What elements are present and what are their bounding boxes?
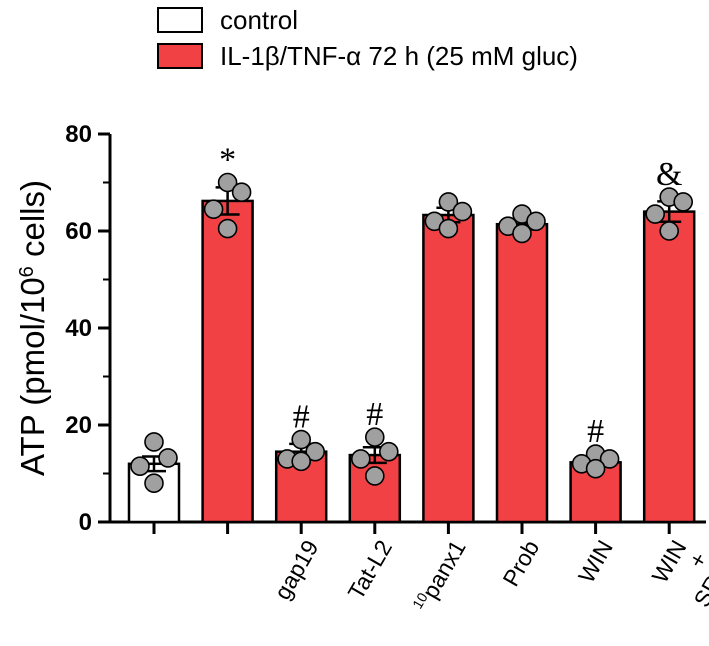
legend-swatch (157, 7, 203, 33)
data-point (144, 473, 164, 494)
data-point (585, 458, 606, 479)
y-tick-label: 20 (65, 412, 92, 439)
data-point (217, 172, 238, 193)
x-category-label: Prob (497, 536, 544, 591)
legend-label: IL-1β/TNF-α 72 h (25 mM gluc) (220, 41, 578, 71)
data-point (526, 211, 546, 232)
significance-mark: # (587, 413, 604, 450)
legend-swatch (157, 43, 203, 69)
x-category-labels: gap19 Tat-L2 10panx1 Prob WIN WIN+SR1 (269, 536, 709, 617)
significance-mark: * (219, 142, 236, 179)
data-point (305, 441, 326, 462)
y-tick-label: 60 (65, 218, 92, 245)
x-category-label: Tat-L2 (343, 536, 397, 604)
x-category-label: 10panx1 (409, 536, 471, 617)
bar (422, 213, 475, 524)
data-point (512, 223, 532, 244)
significance-mark: & (656, 156, 682, 193)
data-point (378, 441, 399, 462)
significance-mark: # (366, 396, 383, 433)
data-point (438, 192, 459, 212)
data-point (452, 201, 473, 222)
data-point (158, 448, 178, 468)
data-point (599, 449, 620, 469)
bar (201, 199, 254, 524)
data-point (217, 218, 238, 239)
data-point (130, 456, 150, 477)
x-category-label: WIN (573, 536, 618, 588)
y-tick-label: 0 (79, 509, 92, 536)
y-axis-label: ATP (pmol/106 cells) (14, 180, 51, 476)
bar (642, 210, 696, 524)
y-axis-title: ATP (pmol/106 cells) (14, 180, 51, 476)
data-point (350, 449, 371, 469)
data-point (364, 427, 385, 447)
data-point (645, 204, 666, 224)
data-point (438, 218, 459, 239)
data-point (364, 466, 385, 486)
y-tick-label: 80 (65, 121, 92, 148)
data-point (291, 451, 312, 472)
data-point (203, 199, 224, 219)
legend: control IL-1β/TNF-α 72 h (25 mM gluc) (157, 5, 578, 71)
x-category-label: gap19 (269, 536, 324, 604)
data-point (659, 221, 680, 241)
y-tick-label: 40 (65, 315, 92, 342)
data-point (231, 182, 252, 202)
data-point (144, 432, 164, 452)
data-point (291, 429, 312, 450)
legend-label: control (220, 5, 298, 35)
significance-annotations: * # # # & (219, 142, 682, 451)
bar (495, 222, 549, 524)
data-points (130, 172, 694, 494)
x-category-label: WIN+SR1 (647, 536, 709, 612)
significance-mark: # (293, 399, 310, 436)
bars (127, 199, 696, 524)
data-point (673, 192, 694, 212)
